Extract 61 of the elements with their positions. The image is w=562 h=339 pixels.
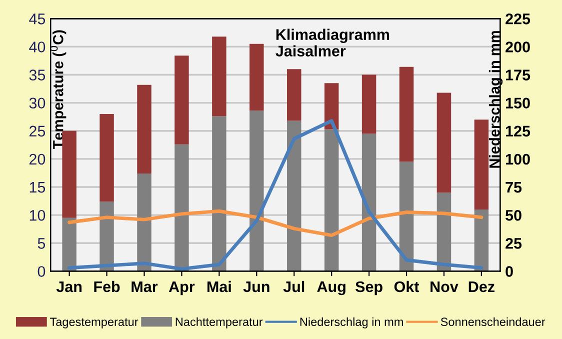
y2-tick-label: 125 bbox=[506, 126, 530, 137]
bar bbox=[286, 69, 302, 121]
y-tick-label: 5 bbox=[38, 238, 46, 249]
x-tick-label: Mai bbox=[207, 280, 231, 292]
x-tick-label: Feb bbox=[94, 280, 120, 292]
legend-label: Tagestemperatur bbox=[50, 318, 138, 328]
y-tick-label: 0 bbox=[38, 266, 46, 277]
y-tick-label: 40 bbox=[29, 42, 46, 52]
bar bbox=[174, 56, 189, 144]
x-tick-label: Jan bbox=[56, 281, 82, 292]
bar bbox=[286, 120, 302, 272]
bar bbox=[474, 209, 489, 272]
y-tick-label: 35 bbox=[29, 70, 46, 80]
y2-tick-label: 75 bbox=[506, 182, 522, 193]
bar bbox=[250, 44, 264, 111]
y-tick-label: 45 bbox=[29, 14, 46, 24]
legend-label: Nachttemperatur bbox=[176, 317, 263, 328]
y-tick-label: 15 bbox=[30, 182, 46, 193]
y2-tick-label: 50 bbox=[506, 210, 522, 221]
bar bbox=[62, 218, 76, 272]
y2-tick-label: 25 bbox=[506, 238, 522, 249]
y-tick-label: 25 bbox=[29, 126, 46, 137]
bar bbox=[399, 66, 414, 162]
y2-tick-label: 225 bbox=[506, 14, 530, 24]
x-tick-label: Sep bbox=[355, 281, 382, 296]
y2-tick-label: 100 bbox=[506, 154, 530, 165]
bar bbox=[362, 134, 376, 272]
x-tick-label: Okt bbox=[394, 280, 420, 292]
bar bbox=[137, 84, 152, 174]
bar bbox=[212, 36, 226, 116]
line-series bbox=[68, 209, 484, 238]
y2-tick-label: 175 bbox=[506, 70, 530, 80]
line-series bbox=[68, 119, 484, 271]
bar bbox=[212, 116, 226, 272]
text: Klimadiagramm Jaisalmer bbox=[276, 28, 390, 56]
bar bbox=[250, 110, 264, 272]
bar bbox=[174, 144, 189, 272]
x-tick-label: Jul bbox=[283, 280, 304, 292]
bar bbox=[137, 174, 152, 272]
x-tick-label: Dez bbox=[468, 281, 494, 292]
bar bbox=[100, 202, 114, 272]
y2-tick-label: 0 bbox=[506, 266, 513, 277]
y-tick-label: 30 bbox=[29, 98, 46, 109]
x-tick-label: Mar bbox=[132, 281, 158, 292]
y-tick-label: 10 bbox=[30, 210, 46, 221]
bar bbox=[474, 120, 489, 210]
y2-tick-label: 200 bbox=[506, 42, 530, 52]
bar bbox=[362, 74, 376, 134]
y-tick-label: 20 bbox=[29, 154, 46, 165]
bar bbox=[399, 162, 414, 272]
bar bbox=[324, 129, 339, 272]
x-tick-label: Jun bbox=[243, 281, 270, 292]
bar bbox=[100, 114, 114, 202]
x-tick-label: Apr bbox=[168, 281, 195, 296]
legend-label: Niederschlag in mm bbox=[300, 317, 403, 328]
y2-tick-label: 150 bbox=[506, 98, 530, 109]
y2-axis-title: Niederschlag in mm bbox=[488, 31, 503, 168]
legend-label: Sonnenscheindauer bbox=[440, 317, 546, 326]
x-tick-label: Nov bbox=[430, 281, 458, 292]
bar bbox=[436, 92, 452, 193]
x-tick-label: Aug bbox=[317, 281, 346, 296]
